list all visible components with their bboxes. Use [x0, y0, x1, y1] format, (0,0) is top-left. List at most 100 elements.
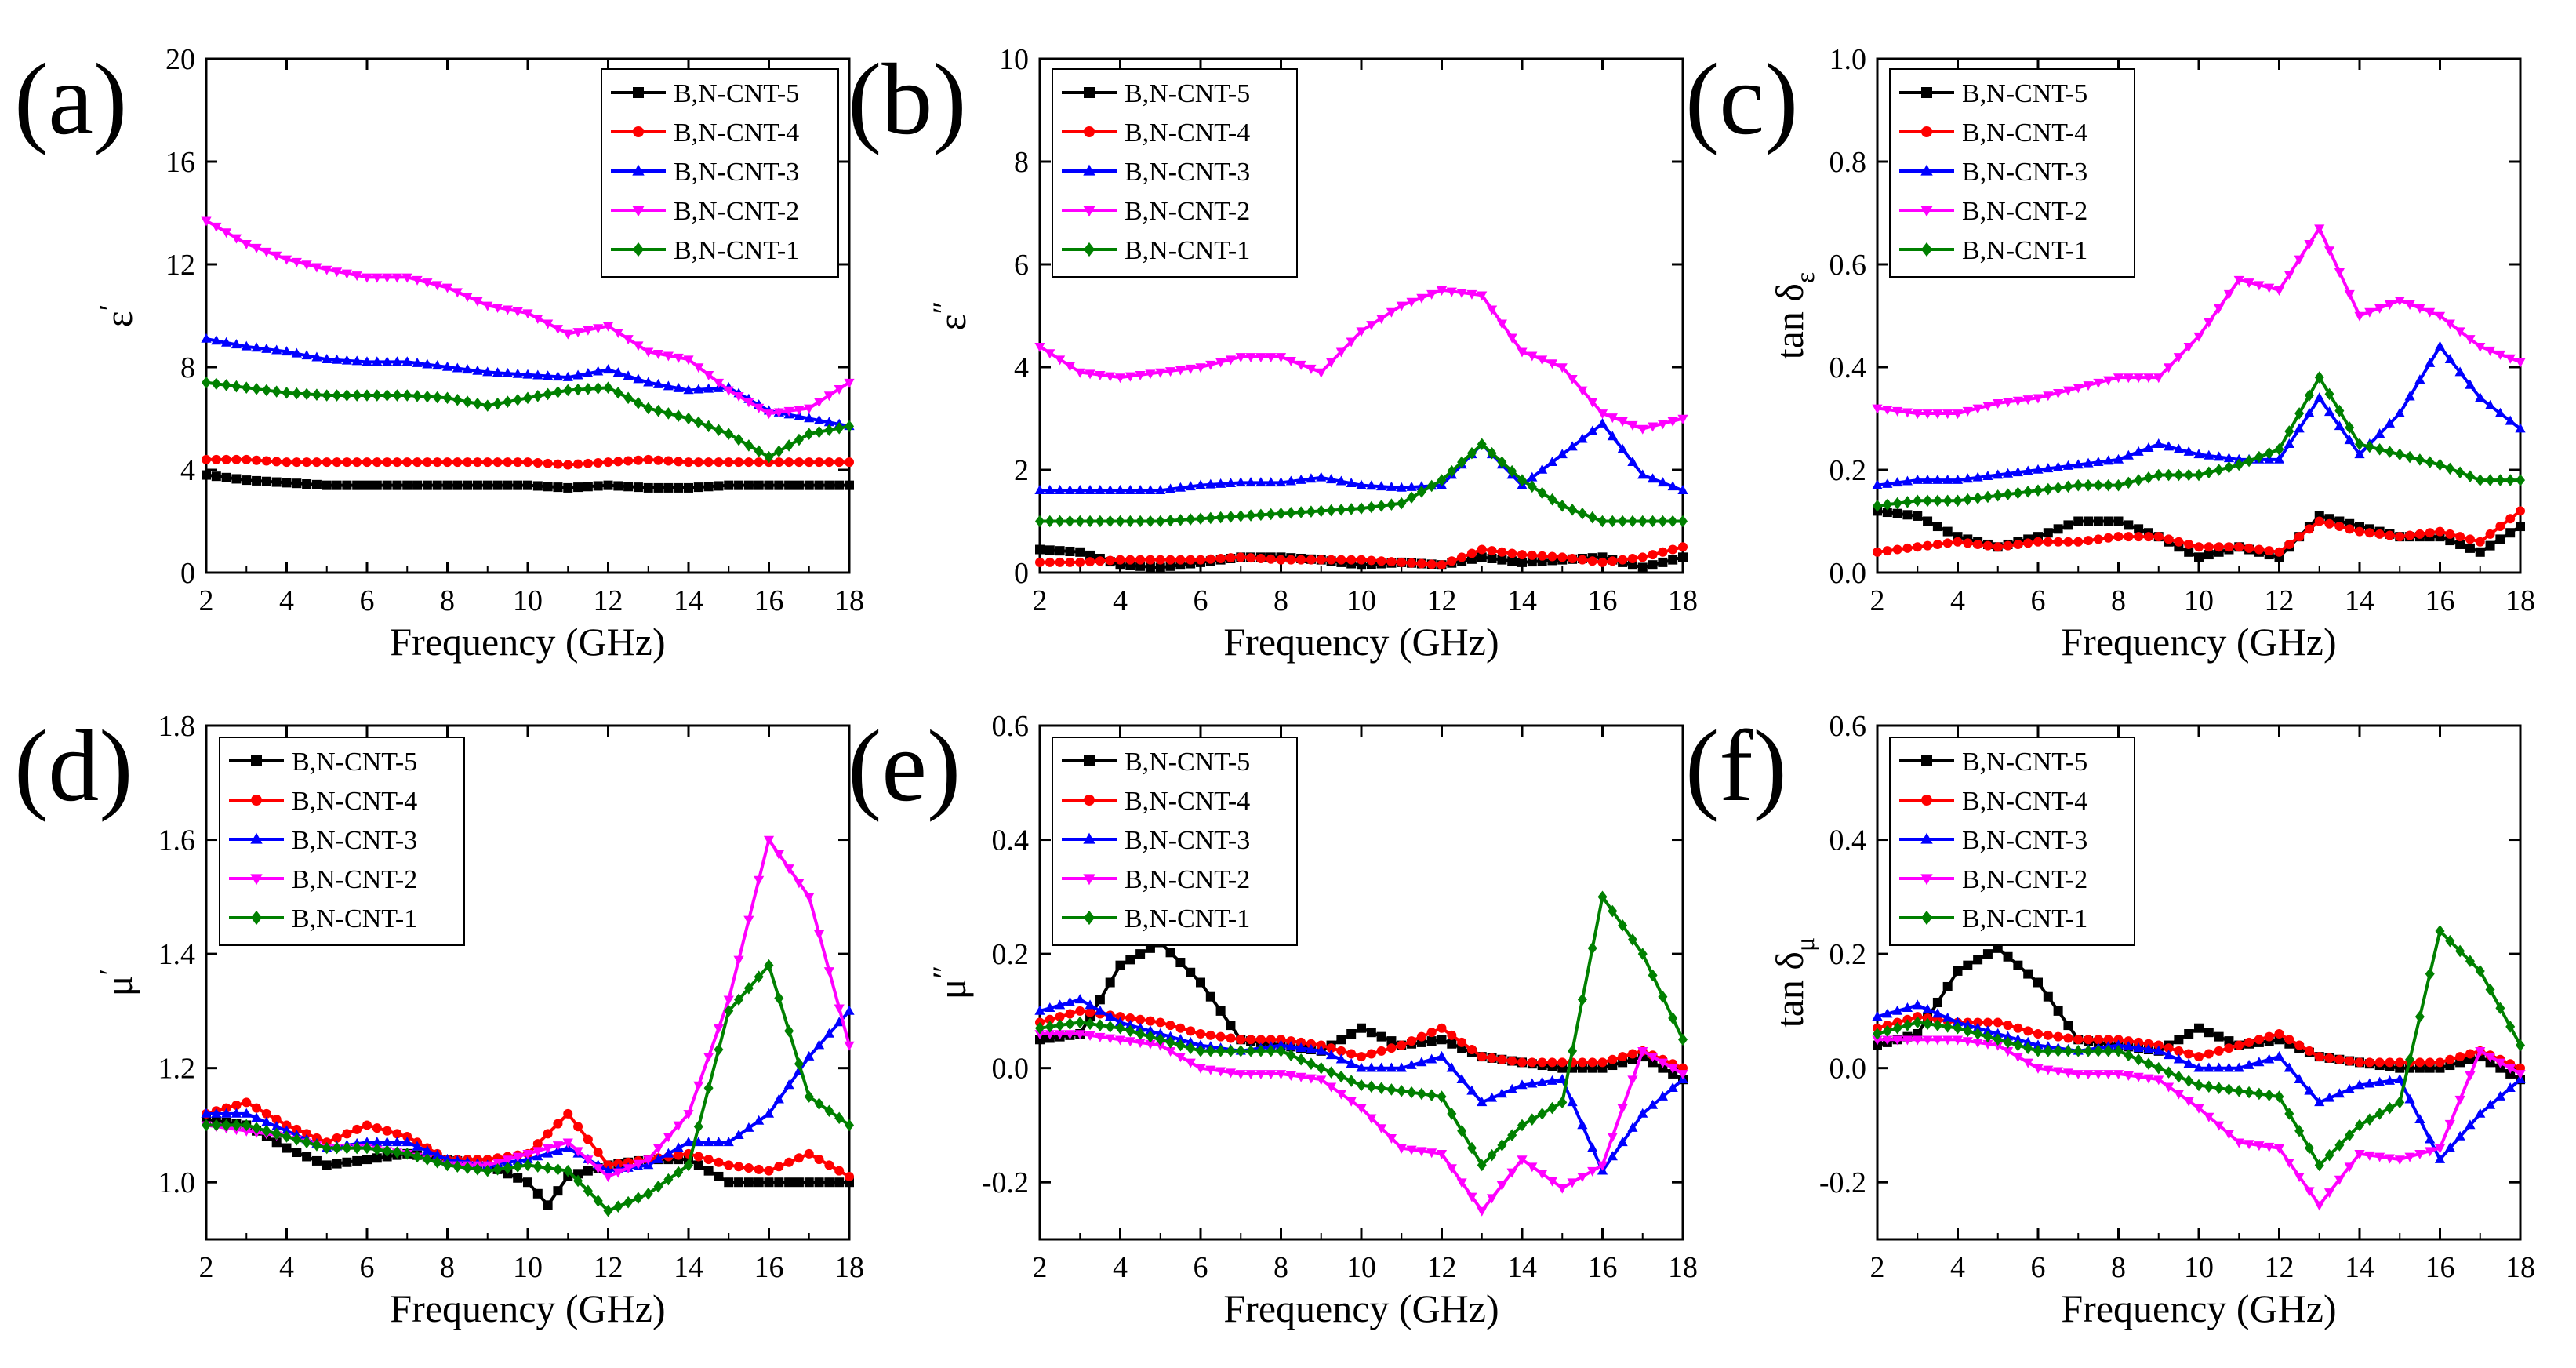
data-point: [2455, 539, 2465, 549]
data-point: [553, 1186, 563, 1196]
data-point: [492, 397, 503, 410]
data-point: [382, 356, 393, 366]
data-point: [1397, 497, 1407, 510]
data-point: [2516, 522, 2525, 532]
data-point: [201, 1108, 212, 1118]
data-point: [2364, 440, 2374, 453]
data-point: [422, 278, 433, 289]
data-point: [221, 1119, 231, 1132]
data-point: [1236, 1045, 1246, 1057]
data-point: [2153, 532, 2164, 542]
series-B,N-CNT-2: [1034, 286, 1688, 435]
data-point: [764, 1177, 774, 1188]
data-point: [1597, 409, 1608, 420]
data-point: [814, 480, 824, 490]
data-point: [251, 1112, 262, 1122]
data-point: [261, 247, 272, 257]
data-point: [2465, 335, 2476, 345]
data-point: [602, 364, 614, 374]
data-point: [1568, 503, 1578, 516]
data-point: [2294, 407, 2305, 420]
y-tick-label: 0.4: [992, 824, 1030, 857]
data-point: [1055, 1012, 1065, 1022]
data-point: [1155, 368, 1166, 378]
x-tick-label: 16: [1588, 1251, 1618, 1284]
data-point: [684, 412, 693, 425]
data-point: [1497, 456, 1507, 468]
data-point: [1557, 1184, 1568, 1194]
data-point: [1902, 408, 1913, 418]
data-point: [1607, 431, 1618, 441]
legend-entry: B,N-CNT-1: [1125, 904, 1250, 933]
data-point: [754, 1164, 764, 1174]
data-point: [331, 354, 343, 364]
data-point: [2033, 1029, 2043, 1039]
data-point: [2033, 484, 2043, 497]
y-tick-label: 4: [1014, 351, 1029, 384]
data-point: [1205, 478, 1216, 489]
data-point: [743, 1163, 754, 1173]
data-point: [1336, 555, 1346, 565]
data-point: [783, 864, 794, 875]
data-point: [2022, 465, 2033, 475]
data-point: [1366, 555, 1376, 566]
data-point: [382, 457, 392, 468]
x-tick-label: 10: [2184, 584, 2214, 617]
data-point: [733, 392, 744, 402]
data-point: [1145, 485, 1156, 494]
data-point: [522, 369, 533, 379]
data-point: [2264, 283, 2275, 293]
data-point: [2374, 1108, 2385, 1120]
data-point: [1668, 515, 1678, 528]
data-point: [1546, 1177, 1558, 1187]
data-point: [1165, 555, 1175, 565]
data-point: [302, 1129, 312, 1139]
data-point: [332, 457, 342, 468]
data-point: [804, 1148, 814, 1159]
data-point: [2174, 1070, 2184, 1083]
data-point: [1145, 555, 1155, 565]
data-point: [502, 367, 513, 377]
data-point: [2043, 463, 2054, 473]
data-point: [804, 428, 814, 440]
data-point: [1115, 960, 1125, 970]
data-point: [612, 367, 623, 377]
data-point: [1647, 422, 1659, 432]
data-point: [1306, 505, 1316, 518]
data-point: [2404, 1093, 2415, 1104]
data-point: [2304, 240, 2315, 249]
data-point: [844, 378, 855, 388]
data-point: [1155, 1041, 1166, 1051]
data-point: [1557, 449, 1568, 459]
data-point: [2254, 1057, 2265, 1067]
data-point: [332, 1141, 342, 1155]
data-point: [2444, 319, 2455, 329]
data-point: [2194, 468, 2204, 482]
data-point: [824, 480, 834, 490]
data-point: [784, 1177, 794, 1188]
data-point: [1577, 993, 1587, 1006]
data-point: [402, 480, 412, 490]
x-tick-label: 16: [2425, 1251, 2455, 1284]
data-point: [2214, 1121, 2225, 1131]
data-point: [1326, 1066, 1336, 1079]
data-point: [563, 1108, 573, 1119]
data-point: [1175, 958, 1186, 968]
data-point: [342, 1157, 352, 1167]
legend-entry: B,N-CNT-1: [674, 236, 799, 265]
data-point: [1913, 511, 1923, 521]
data-point: [2023, 538, 2033, 548]
data-point: [2093, 534, 2103, 544]
data-point: [553, 482, 563, 493]
data-point: [2103, 376, 2114, 386]
legend-marker: [1084, 910, 1095, 926]
data-point: [1266, 1045, 1276, 1057]
data-point: [1125, 555, 1135, 565]
data-point: [2153, 1045, 2164, 1055]
data-point: [2153, 373, 2164, 384]
data-point: [1125, 515, 1135, 528]
data-point: [1437, 560, 1447, 570]
data-point: [1196, 977, 1205, 988]
data-point: [2073, 516, 2084, 526]
data-point: [2444, 1142, 2455, 1152]
